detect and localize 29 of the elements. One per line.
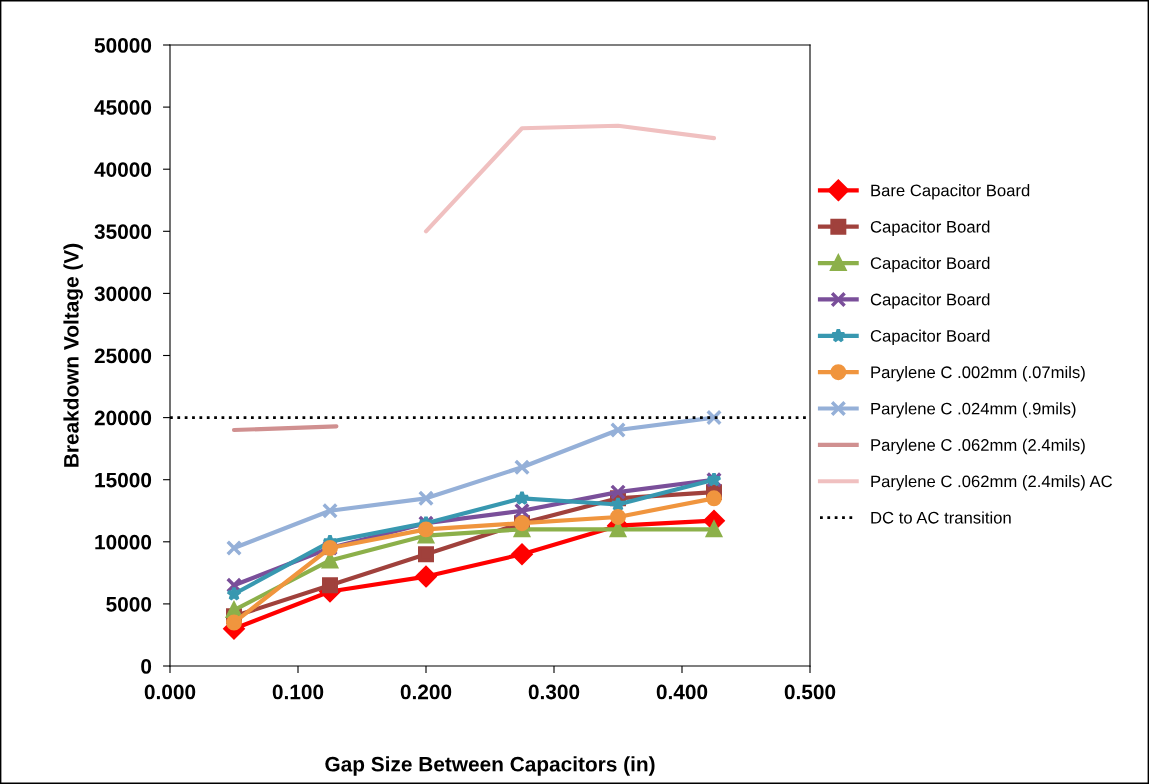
y-tick-label: 25000 [94, 348, 152, 364]
y-tick-label: 5000 [106, 596, 152, 612]
legend-label: Parylene C .002mm (.07mils) [871, 365, 1085, 382]
y-tick-label: 35000 [94, 224, 152, 240]
y-tick-label: 30000 [94, 286, 152, 302]
legend-label: Bare Capacitor Board [871, 184, 1030, 200]
legend-label: Parylene C .062mm (2.4mils) [871, 438, 1085, 455]
legend-label: Parylene C .024mm (.9mils) [871, 402, 1076, 418]
y-tick-label: 20000 [94, 410, 152, 426]
x-tick-label: 0.000 [144, 684, 196, 700]
y-tick-label: 45000 [94, 100, 152, 115]
y-tick-label: 15000 [95, 472, 152, 488]
x-axis-title: Gap Size Between Capacitors (in) [325, 756, 655, 776]
y-axis-title: Breakdown Voltage (V) [63, 243, 83, 467]
legend-label: Parylene C .062mm (2.4mils) AC [871, 475, 1113, 491]
x-tick-label: 0.200 [400, 684, 452, 700]
y-tick-label: 50000 [94, 38, 152, 53]
x-tick-label: 0.500 [784, 684, 836, 700]
y-tick-label: 0 [141, 659, 152, 674]
x-tick-label: 0.400 [656, 684, 708, 700]
legend-label: Capacitor Board [870, 220, 990, 236]
legend-label: DC to AC transition [871, 511, 1011, 524]
x-tick-label: 0.300 [528, 684, 580, 700]
x-tick-label: 0.100 [272, 684, 324, 700]
legend-label: Capacitor Board [870, 256, 990, 273]
y-tick-label: 40000 [94, 162, 152, 177]
y-tick-label: 10000 [95, 534, 152, 550]
legend-label: Capacitor Board [870, 329, 990, 346]
legend-label: Capacitor Board [870, 293, 990, 309]
